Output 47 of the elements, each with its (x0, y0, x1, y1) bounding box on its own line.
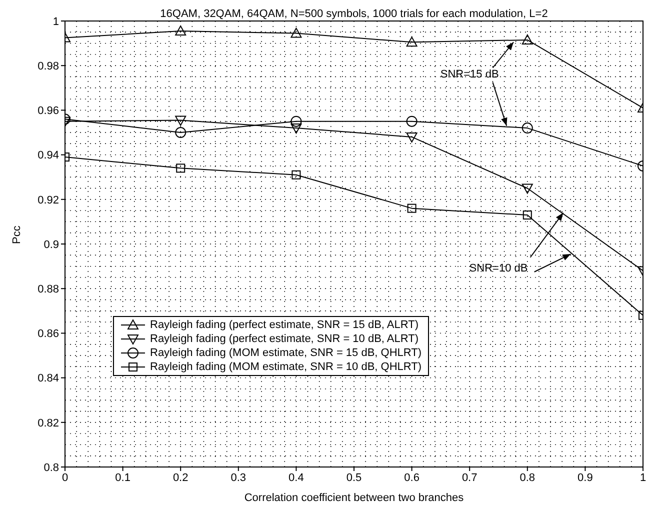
point (522, 184, 533, 194)
legend-label: Rayleigh fading (perfect estimate, SNR = 10 dB, ALRT) (150, 332, 419, 346)
x-tick-label: 0.5 (346, 472, 362, 484)
point (292, 170, 301, 180)
y-tick-label: 0.84 (38, 372, 59, 385)
x-tick-label: 0.3 (230, 472, 246, 484)
y-axis-title: Pcc (10, 225, 23, 244)
x-tick-label: 0.2 (172, 472, 188, 484)
point (522, 122, 533, 134)
point (406, 116, 418, 127)
y-tick-label: 0.82 (38, 417, 59, 430)
x-tick-label: 0.6 (404, 472, 420, 484)
point (290, 28, 302, 38)
point (290, 124, 302, 134)
x-tick-label: 0.7 (462, 472, 478, 484)
x-tick-label: 1 (640, 472, 646, 484)
annotation: SNR=10 dB (469, 262, 528, 274)
y-tick-label: 0.98 (38, 60, 59, 73)
point (406, 36, 418, 47)
point (175, 116, 186, 126)
y-tick-label: 0.94 (38, 150, 59, 162)
y-tick-label: 0.96 (38, 105, 59, 118)
legend-label: Rayleigh fading (perfect estimate, SNR = 15 dB, ALRT) (150, 318, 419, 332)
point (522, 34, 533, 44)
annotation: SNR=15 dB (440, 68, 499, 80)
y-tick-label: 0.8 (44, 462, 59, 474)
chart-title: 16QAM, 32QAM, 64QAM, N=500 symbols, 1000 trials for each modulation, L=2 (159, 8, 549, 20)
legend-label: Rayleigh fading (MOM estimate, SNR = 10 dB, QHLRT) (150, 360, 422, 374)
x-tick-label: 0.8 (520, 472, 536, 484)
point (176, 164, 186, 173)
x-axis-title: Correlation coefficient between two branches (244, 492, 464, 504)
point (290, 116, 302, 127)
point (406, 132, 418, 142)
y-tick-label: 1 (52, 16, 59, 28)
legend-label: Rayleigh fading (MOM estimate, SNR = 15 dB, QHLRT) (150, 346, 422, 360)
y-tick-label: 0.88 (38, 284, 59, 296)
point (175, 26, 186, 36)
point (407, 204, 416, 213)
point (522, 210, 532, 220)
y-tick-label: 0.92 (38, 194, 59, 206)
x-tick-label: 0.9 (578, 472, 593, 484)
y-tick-label: 0.86 (38, 328, 59, 340)
y-tick-label: 0.9 (44, 238, 59, 251)
point (175, 127, 186, 138)
x-tick-label: 0.4 (288, 472, 304, 484)
x-tick-label: 0 (62, 472, 68, 484)
x-tick-label: 0.1 (115, 472, 130, 484)
